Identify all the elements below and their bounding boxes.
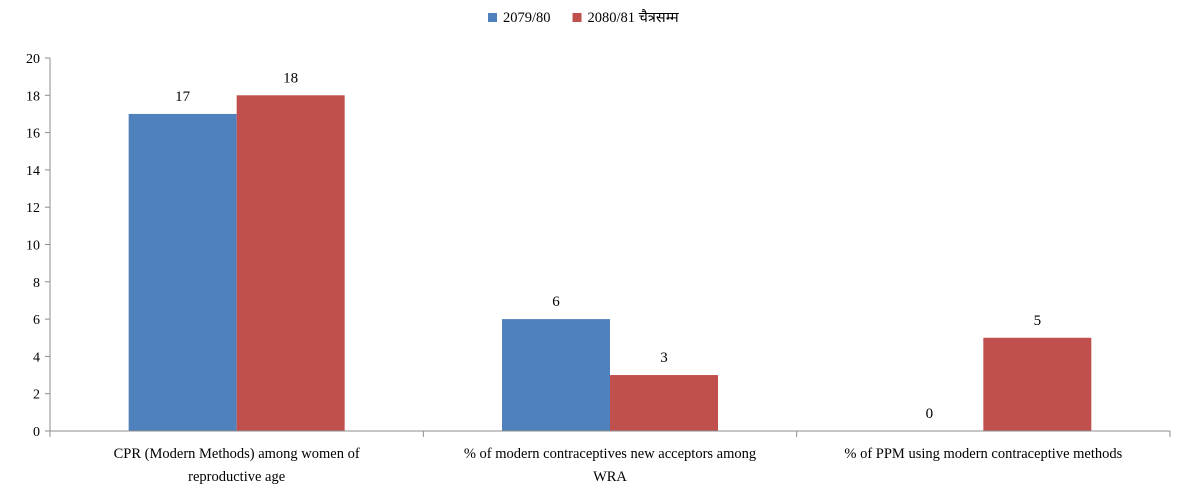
x-category-label: % of PPM using modern contraceptive meth…: [844, 446, 1122, 462]
y-tick-label: 16: [26, 127, 40, 142]
bar: [502, 319, 610, 431]
y-tick-label: 18: [26, 89, 40, 104]
data-label: 5: [1034, 313, 1042, 329]
chart-legend: 2079/80 2080/81 चैत्रसम्म: [488, 9, 679, 26]
legend-swatch: [488, 13, 497, 22]
bar: [610, 375, 718, 431]
y-tick-label: 6: [33, 313, 40, 328]
bar: [983, 337, 1092, 431]
y-tick-label: 10: [26, 239, 40, 254]
legend-label: 2080/81 चैत्रसम्म: [588, 9, 680, 26]
y-tick-label: 14: [26, 164, 40, 179]
data-label: 3: [660, 350, 668, 366]
data-label: 6: [552, 294, 560, 310]
x-category-label-line: CPR (Modern Methods) among women of: [114, 446, 360, 462]
x-category-label-line: % of PPM using modern contraceptive meth…: [844, 446, 1122, 462]
x-category-label-line: reproductive age: [188, 469, 285, 485]
y-tick-label: 8: [33, 276, 40, 291]
x-category-label: CPR (Modern Methods) among women of repro…: [114, 446, 360, 485]
y-tick-label: 4: [33, 350, 40, 365]
legend-label: 2079/80: [503, 10, 551, 26]
y-tick-label: 20: [26, 52, 40, 67]
y-tick-label: 0: [33, 425, 40, 440]
y-tick-label: 12: [26, 201, 40, 216]
y-axis: 0 2 4 6 8 10 12 14 16 18 20: [26, 52, 51, 440]
data-label: 17: [175, 89, 191, 105]
x-category-label-line: WRA: [593, 469, 627, 485]
data-label: 18: [283, 70, 298, 86]
data-label: 0: [926, 406, 934, 422]
bar: [236, 95, 345, 432]
x-category-label-line: % of modern contraceptives new acceptors…: [464, 446, 756, 462]
legend-swatch: [572, 13, 582, 22]
x-category-label: % of modern contraceptives new acceptors…: [464, 446, 756, 485]
y-tick-label: 2: [33, 388, 40, 403]
x-axis: CPR (Modern Methods) among women of repro…: [49, 430, 1171, 485]
bar: [128, 113, 237, 431]
